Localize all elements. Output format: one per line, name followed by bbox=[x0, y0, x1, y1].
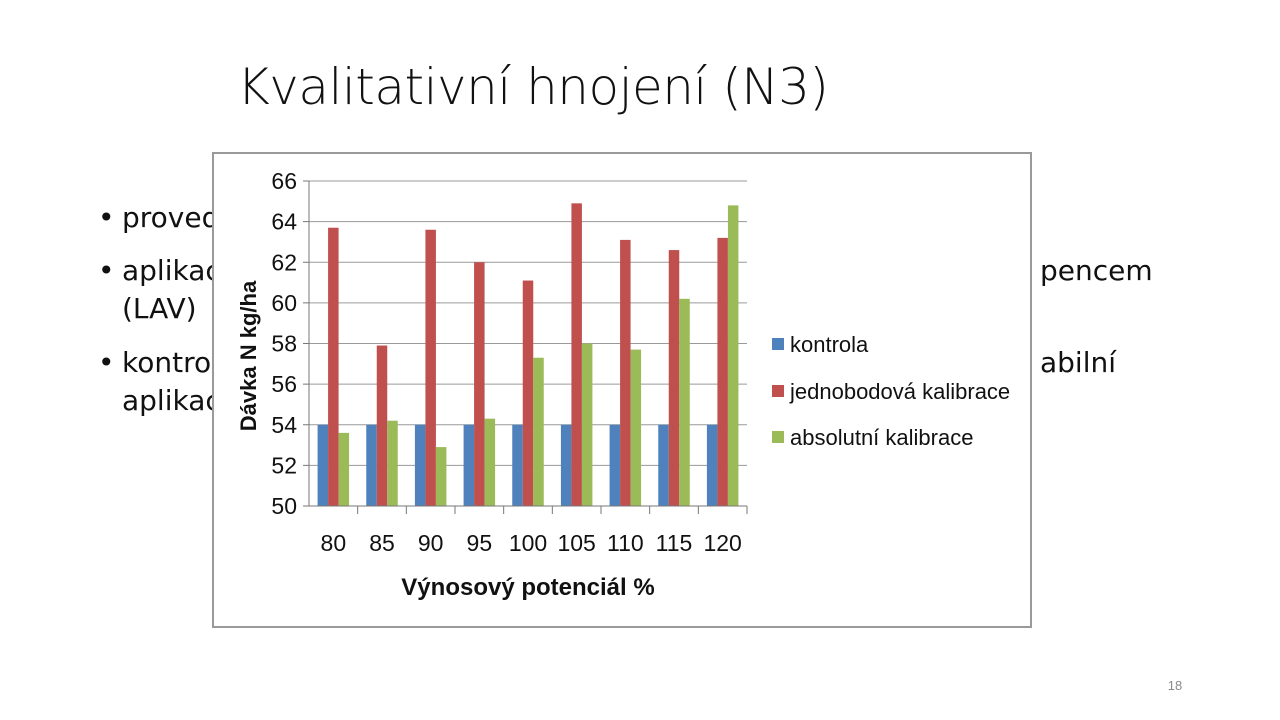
bullet-3-text-end: abilní bbox=[1040, 346, 1117, 379]
bar-jednobodová-kalibrace-115 bbox=[668, 250, 680, 506]
y-tick-label: 56 bbox=[271, 371, 297, 397]
bar-jednobodová-kalibrace-85 bbox=[376, 345, 388, 506]
x-tick-label: 100 bbox=[509, 530, 547, 556]
bar-absolutní-kalibrace-110 bbox=[630, 349, 642, 506]
x-axis-label: Výnosový potenciál % bbox=[401, 574, 654, 601]
legend-label: kontrola bbox=[790, 332, 869, 357]
x-tick-label: 95 bbox=[467, 530, 493, 556]
bullet-marker: • bbox=[98, 254, 115, 287]
y-axis-label: Dávka N kg/ha bbox=[236, 280, 261, 431]
y-tick-label: 50 bbox=[271, 493, 297, 519]
bar-absolutní-kalibrace-95 bbox=[484, 418, 496, 506]
x-tick-label: 85 bbox=[369, 530, 395, 556]
bullet-1-text: proved bbox=[122, 201, 220, 234]
bar-absolutní-kalibrace-115 bbox=[679, 298, 690, 506]
y-tick-label: 54 bbox=[271, 412, 297, 438]
bar-kontrola-90 bbox=[414, 424, 426, 506]
bar-kontrola-100 bbox=[512, 424, 523, 506]
bar-kontrola-115 bbox=[658, 424, 669, 506]
y-tick-label: 58 bbox=[271, 331, 297, 357]
bar-jednobodová-kalibrace-105 bbox=[571, 203, 582, 506]
bar-absolutní-kalibrace-100 bbox=[533, 357, 544, 506]
bullet-marker: • bbox=[98, 201, 115, 234]
bar-kontrola-120 bbox=[706, 424, 718, 506]
bullet-marker: • bbox=[98, 346, 115, 379]
bar-absolutní-kalibrace-120 bbox=[727, 205, 739, 506]
x-tick-label: 115 bbox=[656, 530, 693, 556]
bullet-3-text: kontro bbox=[122, 346, 212, 379]
bar-jednobodová-kalibrace-95 bbox=[474, 262, 485, 506]
x-tick-label: 120 bbox=[703, 530, 741, 556]
y-tick-label: 52 bbox=[271, 452, 297, 478]
bar-kontrola-105 bbox=[560, 424, 572, 506]
bar-absolutní-kalibrace-85 bbox=[387, 420, 398, 506]
bar-jednobodová-kalibrace-110 bbox=[620, 239, 631, 506]
y-tick-label: 66 bbox=[271, 168, 297, 194]
bar-jednobodová-kalibrace-90 bbox=[425, 229, 436, 506]
bullet-2-second-line: (LAV) bbox=[122, 292, 197, 325]
x-tick-label: 80 bbox=[321, 530, 347, 556]
legend-swatch bbox=[772, 338, 784, 350]
bar-jednobodová-kalibrace-120 bbox=[717, 237, 728, 506]
bar-kontrola-85 bbox=[366, 424, 377, 506]
bar-jednobodová-kalibrace-80 bbox=[328, 227, 339, 506]
y-tick-label: 64 bbox=[271, 209, 297, 235]
bar-kontrola-95 bbox=[463, 424, 475, 506]
bar-chart: 50 52 54 56 58 60 62 64 66 80 85 90 95 100 105 110 115 12… bbox=[236, 168, 1010, 601]
y-tick-label: 62 bbox=[271, 249, 297, 275]
legend-swatch bbox=[772, 431, 784, 443]
legend-swatch bbox=[772, 385, 784, 397]
chart-frame: 50 52 54 56 58 60 62 64 66 80 85 90 95 100 105 110 115 12… bbox=[212, 152, 1032, 628]
bullet-2-text: aplikac bbox=[122, 254, 221, 287]
slide-title: Kvalitativní hnojení (N3) bbox=[237, 58, 829, 116]
bar-kontrola-80 bbox=[317, 424, 329, 506]
bar-kontrola-110 bbox=[609, 424, 621, 506]
x-tick-label: 110 bbox=[607, 530, 644, 556]
page-number: 18 bbox=[1167, 678, 1183, 693]
bar-absolutní-kalibrace-105 bbox=[581, 343, 593, 506]
bar-absolutní-kalibrace-80 bbox=[338, 432, 350, 506]
bar-absolutní-kalibrace-90 bbox=[435, 447, 447, 506]
legend-label: jednobodová kalibrace bbox=[789, 379, 1010, 404]
y-tick-label: 60 bbox=[271, 290, 297, 316]
legend-label: absolutní kalibrace bbox=[790, 425, 973, 450]
bar-jednobodová-kalibrace-100 bbox=[522, 280, 534, 506]
x-tick-label: 90 bbox=[418, 530, 444, 556]
x-tick-label: 105 bbox=[557, 530, 595, 556]
bullet-2-text-end: pencem bbox=[1040, 254, 1153, 287]
bullet-3-second-line: aplikac bbox=[122, 384, 221, 417]
